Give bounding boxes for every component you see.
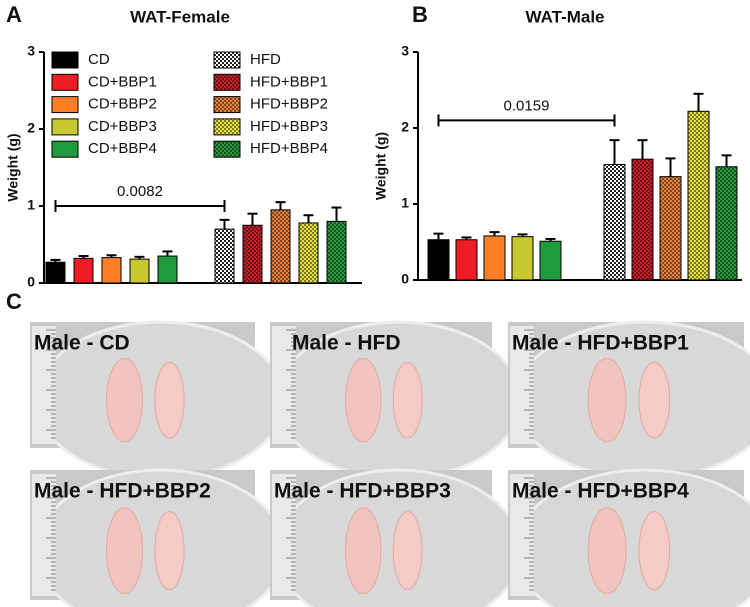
bar [715, 166, 738, 281]
bar [326, 220, 347, 284]
photo: Male - HFD+BBP1 [508, 320, 750, 480]
tissue [154, 361, 185, 439]
photo: Male - HFD+BBP4 [508, 468, 750, 607]
bar [298, 222, 319, 284]
tissue [106, 507, 143, 594]
annotation: 0.0082 [117, 183, 163, 200]
legend-label: CD+BBP4 [88, 140, 157, 157]
bar [157, 255, 178, 284]
legend-swatch [51, 118, 79, 136]
legend-label: CD+BBP1 [88, 73, 157, 90]
y-tick-label: 3 [401, 43, 409, 59]
bar [631, 158, 654, 281]
photo-label: Male - HFD+BBP3 [274, 480, 451, 503]
legend-label: CD+BBP3 [88, 118, 157, 135]
legend-swatch [213, 96, 241, 114]
chart-title: WAT-Female [130, 7, 230, 26]
bar [270, 209, 291, 284]
tissue [638, 361, 671, 439]
legend-label: HFD+BBP4 [250, 140, 328, 157]
legend-swatch [213, 140, 241, 158]
tissue [154, 511, 185, 591]
photo-label: Male - CD [34, 332, 130, 355]
photo-label: Male - HFD+BBP1 [512, 332, 689, 355]
tissue [344, 507, 382, 594]
legend-label: CD [88, 51, 110, 68]
photo-label: Male - HFD+BBP4 [512, 480, 689, 503]
legend-label: HFD+BBP3 [250, 118, 328, 135]
y-tick-label: 0 [27, 274, 35, 290]
legend-swatch [51, 73, 79, 91]
bar [101, 257, 122, 284]
bar [214, 228, 235, 284]
photo: Male - HFD+BBP2 [30, 468, 286, 607]
y-tick-label: 2 [27, 120, 35, 136]
bar [73, 257, 94, 284]
annotation: 0.0159 [504, 97, 550, 114]
y-tick-label: 1 [27, 197, 35, 213]
legend-swatch [51, 96, 79, 114]
y-axis-label: Weight (g) [5, 133, 21, 201]
bar [539, 240, 562, 281]
bar [603, 163, 626, 281]
bar [687, 110, 710, 281]
tissue [587, 358, 627, 443]
y-tick-label: 1 [401, 195, 409, 211]
bar [455, 239, 478, 281]
tissue [392, 511, 423, 591]
y-tick-label: 3 [27, 43, 35, 59]
legend-swatch [213, 73, 241, 91]
bar [483, 235, 506, 281]
tissue [344, 358, 382, 443]
tissue [638, 511, 671, 591]
legend-label: HFD+BBP2 [250, 96, 328, 113]
bar [427, 239, 450, 281]
y-axis-label: Weight (g) [373, 132, 389, 200]
photo: Male - HFD+BBP3 [270, 468, 523, 607]
panel-label: C [6, 289, 22, 314]
tissue [106, 358, 143, 443]
tissue [392, 361, 423, 439]
bar [511, 236, 534, 281]
photo-label: Male - HFD [292, 332, 401, 355]
photo: Male - HFD [270, 320, 523, 480]
legend-label: HFD+BBP1 [250, 73, 328, 90]
legend-swatch [213, 118, 241, 136]
bar [45, 261, 66, 284]
panel-label: B [412, 2, 428, 27]
panel-label: A [6, 2, 22, 27]
bar [659, 176, 682, 281]
legend-swatch [51, 140, 79, 158]
bar [242, 224, 263, 284]
y-tick-label: 0 [401, 271, 409, 287]
legend-swatch [51, 51, 79, 69]
y-tick-label: 2 [401, 119, 409, 135]
photo-label: Male - HFD+BBP2 [34, 480, 211, 503]
chart-title: WAT-Male [525, 7, 604, 26]
bar [129, 258, 150, 284]
tissue [587, 507, 627, 594]
legend-label: CD+BBP2 [88, 96, 157, 113]
photo: Male - CD [30, 320, 286, 480]
legend-swatch [213, 51, 241, 69]
legend-label: HFD [250, 51, 281, 68]
